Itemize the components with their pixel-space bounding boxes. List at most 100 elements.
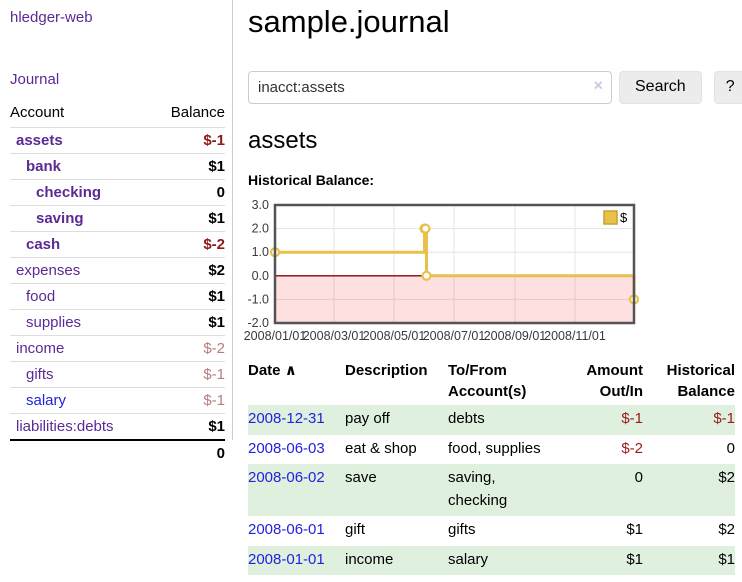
chart-border: [273, 203, 636, 325]
transaction-balance: $2: [718, 521, 735, 538]
sidebar: hledger-web Journal Account Balance asse…: [0, 0, 233, 582]
account-link-income[interactable]: income: [16, 340, 65, 357]
y-tick-label: 0.0: [252, 269, 269, 283]
account-name-cell: assets: [10, 127, 152, 154]
account-name-cell: salary: [10, 387, 152, 414]
x-tick-label: 2008/09/01: [484, 329, 547, 343]
x-tick-label: 2008/07/01: [423, 329, 486, 343]
accounts-table: Account Balance assets $-1 bank $1 checking 0…: [10, 101, 225, 466]
register-header-balance: Historical Balance: [666, 362, 735, 400]
account-row: expenses $2: [10, 257, 225, 284]
transaction-description: income: [345, 550, 394, 568]
register-header-row: Date ∧ Description To/From Account(s) Am…: [248, 358, 735, 405]
account-link-salary[interactable]: salary: [26, 392, 67, 409]
x-tick-label: 2008/03/01: [303, 329, 366, 343]
account-balance: $-1: [151, 127, 225, 154]
transaction-row: 2008-01-01 income salary $1 $1: [248, 545, 735, 575]
account-name-cell: food: [10, 283, 152, 310]
transaction-row: 2008-06-03 eat & shop food, supplies $-2 0: [248, 435, 735, 465]
accounts-header-row: Account Balance: [10, 101, 225, 128]
account-link-gifts[interactable]: gifts: [26, 366, 54, 383]
chart-point: [421, 270, 432, 281]
account-link-checking[interactable]: checking: [36, 184, 102, 201]
search-input[interactable]: [248, 70, 612, 104]
account-name-cell: bank: [10, 153, 152, 180]
transaction-balance: $-1: [713, 410, 735, 427]
account-name-cell: checking: [10, 179, 152, 206]
nav-journal-link[interactable]: Journal: [10, 71, 60, 88]
transaction-balance: $2: [718, 469, 735, 486]
transaction-date-link[interactable]: 2008-06-01: [248, 521, 325, 538]
main-content: sample.journal × Search ? assets Histori…: [233, 0, 742, 582]
account-balance: 0: [151, 179, 225, 206]
transaction-description: pay off: [345, 410, 390, 427]
accounts-total-value: 0: [151, 439, 225, 466]
transaction-description: save: [345, 469, 377, 486]
transaction-date-cell: 2008-06-01: [248, 516, 345, 546]
historical-balance-chart: $3.0 2.0 1.0 0.0 -1.0 -2.0 2008/01/01 2008/03/0…: [244, 198, 742, 348]
transaction-description: eat & shop: [345, 439, 417, 457]
account-link-food[interactable]: food: [26, 288, 56, 305]
y-tick-label: 2.0: [252, 222, 269, 236]
account-balance: $2: [151, 257, 225, 284]
account-row: assets $-1: [10, 127, 225, 154]
account-link-cash[interactable]: cash: [26, 236, 61, 253]
transaction-row: 2008-06-02 save saving, checking 0 $2: [248, 464, 735, 516]
account-link-expenses[interactable]: expenses: [16, 262, 81, 279]
clear-search-icon[interactable]: ×: [593, 77, 603, 95]
account-row: supplies $1: [10, 309, 225, 336]
account-balance: $1: [151, 309, 225, 336]
transaction-amount: $1: [626, 521, 643, 538]
transaction-amount: $-2: [621, 439, 643, 457]
app-title-link[interactable]: hledger-web: [10, 9, 93, 26]
transaction-amount: $-1: [621, 410, 643, 427]
journal-title: sample.journal: [248, 4, 450, 39]
account-link-bank[interactable]: bank: [26, 158, 62, 175]
transaction-accounts: salary: [448, 550, 489, 568]
search-button[interactable]: Search: [619, 70, 702, 104]
account-balance: $1: [151, 153, 225, 180]
help-button[interactable]: ?: [713, 70, 742, 104]
y-tick-label: 3.0: [252, 198, 269, 212]
transaction-row: 2008-12-31 pay off debts $-1 $-1: [248, 405, 735, 435]
transaction-date-cell: 2008-06-02: [248, 464, 345, 516]
transaction-accounts: food, supplies: [448, 439, 541, 457]
chart-canvas: $3.0 2.0 1.0 0.0 -1.0 -2.02008/01/012008/03/0…: [244, 198, 640, 343]
account-link-saving[interactable]: saving: [36, 210, 84, 227]
transaction-description: gift: [345, 521, 366, 538]
legend-label: $: [620, 210, 628, 225]
register-body: 2008-12-31 pay off debts $-1 $-1 2008-06-03 ea…: [248, 405, 735, 575]
accounts-header-account: Account: [10, 104, 65, 121]
register-table: Date ∧ Description To/From Account(s) Am…: [248, 358, 735, 575]
transaction-balance: 0: [726, 439, 735, 457]
accounts-total-spacer: [10, 439, 152, 466]
account-name-cell: cash: [10, 231, 152, 258]
account-row: income $-2: [10, 335, 225, 362]
search-input-wrap: ×: [248, 70, 612, 104]
transaction-date-link[interactable]: 2008-01-01: [248, 550, 325, 568]
account-row: cash $-2: [10, 231, 225, 258]
account-name-cell: income: [10, 335, 152, 362]
register-header-date[interactable]: Date ∧: [248, 362, 297, 379]
transaction-date-link[interactable]: 2008-06-02: [248, 469, 325, 486]
transaction-amount: 0: [634, 469, 643, 486]
account-balance: $-2: [151, 231, 225, 258]
account-balance: $-1: [151, 361, 225, 388]
transaction-accounts: saving, checking: [448, 469, 508, 509]
account-row: gifts $-1: [10, 361, 225, 388]
account-link-assets[interactable]: assets: [16, 132, 63, 149]
accounts-body: assets $-1 bank $1 checking 0 saving $1 cash $-2 e…: [10, 127, 225, 440]
account-name-cell: gifts: [10, 361, 152, 388]
account-row: checking 0: [10, 179, 225, 206]
legend-swatch: [603, 210, 618, 225]
transaction-date-link[interactable]: 2008-12-31: [248, 410, 325, 427]
account-link-liabilities-debts[interactable]: liabilities:debts: [16, 418, 114, 435]
accounts-header-balance: Balance: [170, 104, 225, 121]
transaction-row: 2008-06-01 gift gifts $1 $2: [248, 516, 735, 546]
transaction-date-link[interactable]: 2008-06-03: [248, 439, 325, 457]
account-row: bank $1: [10, 153, 225, 180]
account-link-supplies[interactable]: supplies: [26, 314, 82, 331]
search-form: × Search ?: [248, 70, 742, 104]
account-name-cell: saving: [10, 205, 152, 232]
